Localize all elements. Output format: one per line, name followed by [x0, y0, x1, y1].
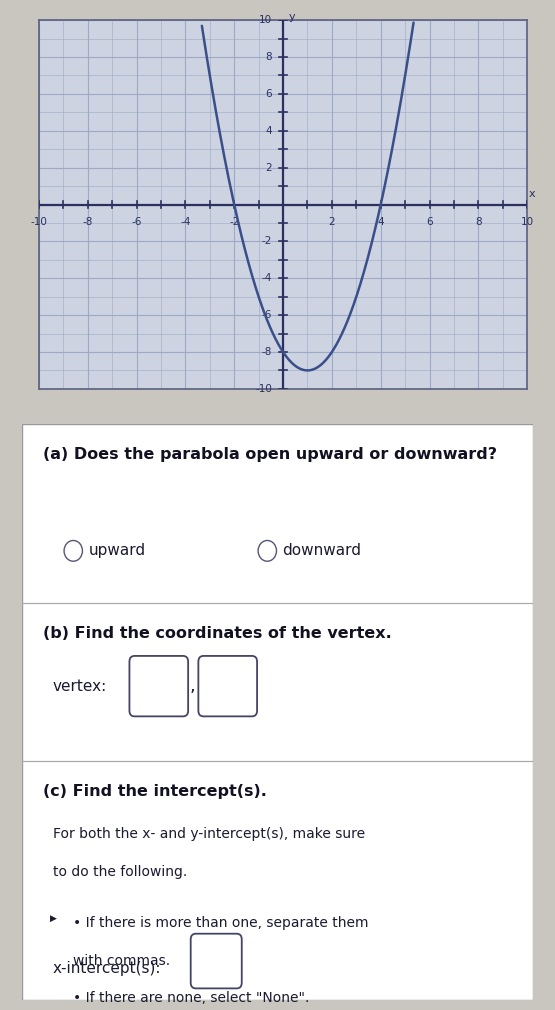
Text: -2: -2: [262, 236, 272, 246]
Text: ▶: ▶: [51, 913, 57, 922]
Text: to do the following.: to do the following.: [53, 865, 187, 879]
FancyBboxPatch shape: [22, 424, 533, 1000]
Text: -10: -10: [255, 384, 272, 394]
Text: 4: 4: [377, 217, 384, 227]
Text: x: x: [529, 190, 536, 199]
Text: with commas.: with commas.: [73, 953, 170, 968]
Text: -2: -2: [229, 217, 239, 227]
Text: For both the x- and y-intercept(s), make sure: For both the x- and y-intercept(s), make…: [53, 827, 365, 841]
Text: downward: downward: [282, 543, 362, 559]
Text: 8: 8: [265, 53, 272, 62]
FancyBboxPatch shape: [191, 933, 242, 989]
Text: -10: -10: [31, 217, 47, 227]
Text: x-intercept(s):: x-intercept(s):: [53, 961, 162, 976]
Text: • If there are none, select "None".: • If there are none, select "None".: [73, 991, 310, 1005]
Text: -6: -6: [132, 217, 142, 227]
Text: upward: upward: [89, 543, 146, 559]
Text: 10: 10: [521, 217, 534, 227]
Text: 10: 10: [259, 15, 272, 25]
Text: 2: 2: [329, 217, 335, 227]
FancyBboxPatch shape: [198, 655, 257, 716]
Text: -6: -6: [262, 310, 272, 320]
Text: (b) Find the coordinates of the vertex.: (b) Find the coordinates of the vertex.: [43, 626, 391, 640]
Text: -8: -8: [83, 217, 93, 227]
Text: ,: ,: [189, 677, 195, 695]
Text: (c) Find the intercept(s).: (c) Find the intercept(s).: [43, 784, 266, 799]
Text: -8: -8: [262, 347, 272, 357]
Text: • If there is more than one, separate them: • If there is more than one, separate th…: [73, 916, 369, 930]
Text: y: y: [288, 11, 295, 21]
Text: vertex:: vertex:: [53, 679, 107, 694]
Text: 4: 4: [265, 126, 272, 135]
FancyBboxPatch shape: [129, 655, 188, 716]
Text: 6: 6: [265, 89, 272, 99]
Text: -4: -4: [180, 217, 190, 227]
Text: -4: -4: [262, 274, 272, 283]
Text: 2: 2: [265, 163, 272, 173]
Text: 6: 6: [426, 217, 433, 227]
Text: (a) Does the parabola open upward or downward?: (a) Does the parabola open upward or dow…: [43, 447, 497, 463]
Text: 8: 8: [475, 217, 482, 227]
